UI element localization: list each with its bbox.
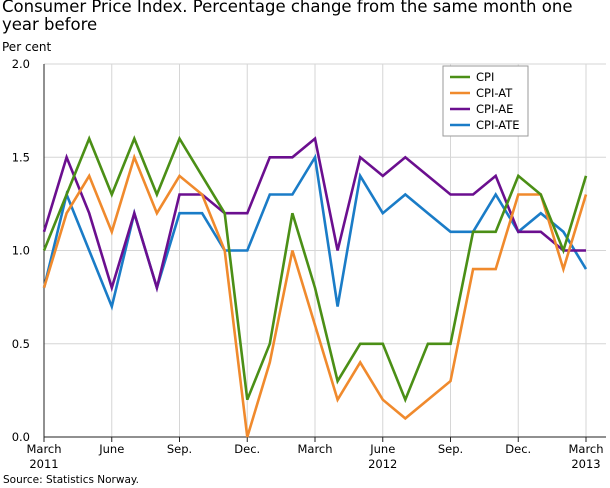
x-tick-label: March xyxy=(568,442,603,456)
y-tick-label: 0.5 xyxy=(12,337,30,351)
y-tick-label: 0.0 xyxy=(12,430,30,444)
series-line-cpi-at xyxy=(42,153,588,438)
x-tick-label: Dec. xyxy=(234,442,260,456)
legend-label-cpi-ate: CPI-ATE xyxy=(476,118,520,132)
x-tick-label: Sep. xyxy=(438,442,463,456)
x-tick-label: March xyxy=(26,442,61,456)
y-axis-ticks: 0.0 0.5 1.0 1.5 2.0 xyxy=(12,57,30,444)
x-tick-label: March xyxy=(297,442,332,456)
x-tick-year-label: 2013 xyxy=(571,457,600,471)
source-note: Source: Statistics Norway. xyxy=(3,474,139,486)
series-lines xyxy=(42,135,588,438)
y-tick-label: 1.0 xyxy=(12,244,30,258)
x-tick-label: Sep. xyxy=(167,442,192,456)
y-axis-unit-label: Per cent xyxy=(2,40,52,54)
y-tick-label: 2.0 xyxy=(12,57,30,71)
chart-title: Consumer Price Index. Percentage change … xyxy=(2,0,573,34)
legend-label-cpi: CPI xyxy=(476,70,494,84)
x-tick-label: Dec. xyxy=(505,442,531,456)
legend: CPI CPI-AT CPI-AE CPI-ATE xyxy=(442,65,529,137)
x-tick-label: June xyxy=(369,442,395,456)
series-line-cpi xyxy=(42,135,588,404)
x-tick-label: June xyxy=(98,442,124,456)
legend-label-cpi-at: CPI-AT xyxy=(476,86,513,100)
x-tick-year-label: 2012 xyxy=(368,457,397,471)
y-tick-label: 1.5 xyxy=(12,150,30,164)
legend-label-cpi-ae: CPI-AE xyxy=(476,102,513,116)
series-line-cpi-ae xyxy=(42,136,586,293)
x-tick-year-label: 2011 xyxy=(29,457,58,471)
